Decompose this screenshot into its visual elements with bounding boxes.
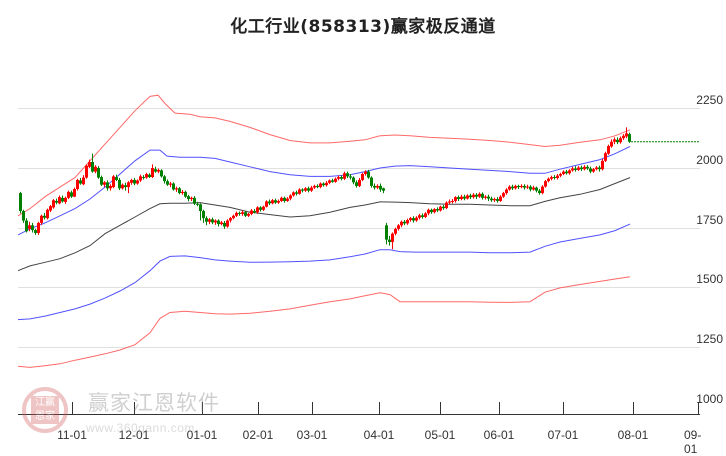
x-tick-label: 01-01 xyxy=(186,428,218,442)
chart-title: 化工行业(858313)赢家极反通道 xyxy=(230,17,496,37)
y-tick-label: 1000 xyxy=(696,391,723,406)
x-tick-label: 12-01 xyxy=(118,428,150,442)
x-tick-label: 11-01 xyxy=(57,428,87,442)
gridlines xyxy=(18,108,700,348)
candlesticks xyxy=(19,127,631,250)
lower_inner-line xyxy=(17,223,631,321)
middle-line xyxy=(17,177,631,272)
y-tick-label: 1750 xyxy=(696,212,723,227)
x-tick-label: 06-01 xyxy=(483,428,515,442)
channel-bands xyxy=(17,94,631,368)
x-tick-label: 05-01 xyxy=(424,428,456,442)
upper_outer-line xyxy=(17,94,631,217)
x-tick-label: 02-01 xyxy=(242,428,274,442)
x-tick-label: 08-01 xyxy=(617,428,649,442)
x-tick-label: 07-01 xyxy=(547,428,579,442)
y-tick-label: 2000 xyxy=(696,152,723,167)
x-tick-label: 04-01 xyxy=(363,428,395,442)
x-axis xyxy=(18,402,700,415)
y-tick-label: 1500 xyxy=(696,271,723,286)
x-tick-label: 09-01 xyxy=(684,428,702,456)
lower_outer-line xyxy=(17,276,631,368)
y-tick-label: 2250 xyxy=(696,92,723,107)
y-tick-label: 1250 xyxy=(696,331,723,346)
x-tick-label: 03-01 xyxy=(296,428,328,442)
